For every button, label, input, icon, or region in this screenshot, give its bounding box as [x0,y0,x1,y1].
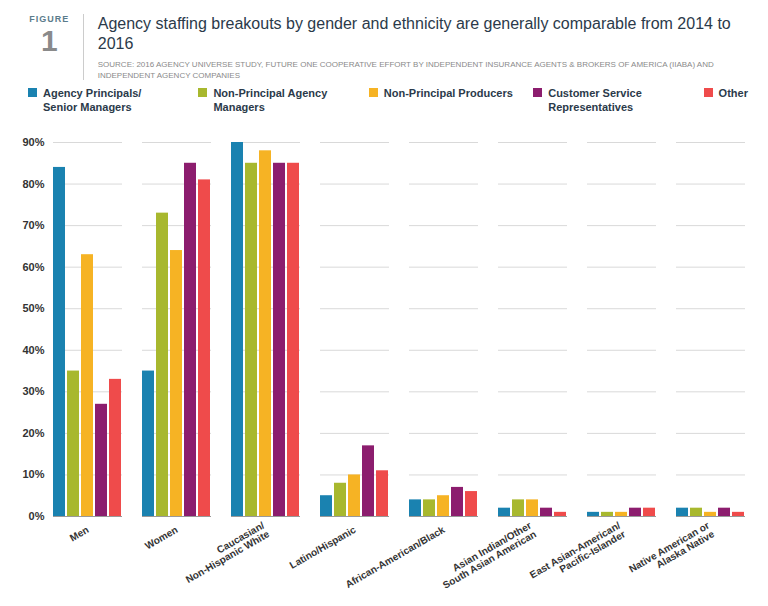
svg-text:Asian Indian/OtherSouth Asian: Asian Indian/OtherSouth Asian American [436,520,538,591]
svg-text:20%: 20% [22,427,44,439]
html-text:Other: Other [718,87,748,99]
html-text:1: 1 [41,24,58,57]
html-text:Agency Principals/ Senior Mana: Agency Principals/ Senior Managers [43,87,142,113]
svg-text:30%: 30% [22,385,44,397]
svg-text:East Asian-American/Pacific-Is: East Asian-American/Pacific-Islander [528,520,627,590]
svg-text:40%: 40% [22,344,44,356]
svg-text:70%: 70% [22,219,44,231]
svg-text:African-American/Black: African-American/Black [343,524,447,590]
html-text:Non-Principal Agency Managers: Non-Principal Agency Managers [213,87,328,113]
svg-text:Latino/Hispanic: Latino/Hispanic [288,524,358,571]
svg-text:10%: 10% [22,468,44,480]
svg-text:Men: Men [68,524,91,544]
html-text:FIGURE: FIGURE [29,14,70,24]
html-text:Customer Service Representativ: Customer Service Representatives [548,87,642,113]
svg-text:50%: 50% [22,302,44,314]
svg-text:0%: 0% [29,510,45,522]
svg-text:Caucasian/Non-Hispanic White: Caucasian/Non-Hispanic White [179,519,272,585]
svg-text:Native American orAlaska Nativ: Native American orAlaska Native [627,519,716,583]
svg-text:90%: 90% [22,136,44,148]
html-text:Non-Principal Producers: Non-Principal Producers [383,87,513,99]
svg-text:80%: 80% [22,178,44,190]
html-text:SOURCE: 2016 AGENCY UNIVERSE S: SOURCE: 2016 AGENCY UNIVERSE STUDY, FUTU… [97,60,714,80]
svg-text:Women: Women [143,524,180,551]
html-text:Agency staffing breakouts by g: Agency staffing breakouts by gender and … [97,15,731,52]
svg-text:60%: 60% [22,261,44,273]
